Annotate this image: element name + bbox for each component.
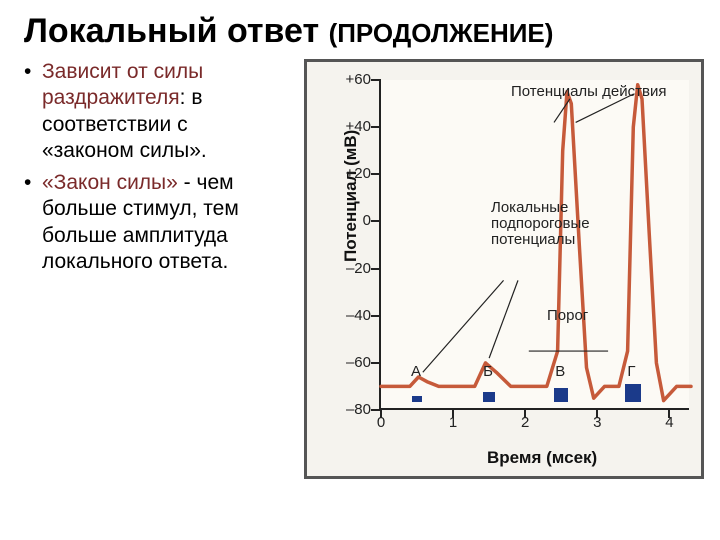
content-row: Зависит от силы раздражителя: в соответс… bbox=[0, 59, 720, 489]
x-tick-label: 2 bbox=[515, 414, 535, 431]
stimulus-bar bbox=[625, 384, 641, 402]
y-tick-label: –60 bbox=[335, 354, 371, 371]
y-axis-label: Потенциал (мВ) bbox=[341, 130, 361, 262]
chart-frame: Потенциал (мВ) Время (мсек) Потенциалы д… bbox=[304, 59, 704, 479]
stimulus-label: Б bbox=[483, 363, 493, 380]
y-tick-label: –80 bbox=[335, 401, 371, 418]
y-tick bbox=[371, 173, 381, 175]
stimulus-label: В bbox=[555, 363, 565, 380]
title-main: Локальный ответ bbox=[24, 12, 319, 50]
y-tick bbox=[371, 79, 381, 81]
annotation-subthreshold: Локальные подпороговые потенциалы bbox=[491, 200, 590, 247]
slide-title: Локальный ответ (ПРОДОЛЖЕНИЕ) bbox=[0, 0, 720, 59]
x-tick-label: 3 bbox=[587, 414, 607, 431]
x-tick-label: 0 bbox=[371, 414, 391, 431]
y-tick-label: +40 bbox=[335, 118, 371, 135]
y-tick bbox=[371, 126, 381, 128]
annotation-action-potentials: Потенциалы действия bbox=[511, 84, 666, 100]
stimulus-label: А bbox=[411, 363, 421, 380]
bullet-emph: «Закон силы» bbox=[42, 171, 178, 194]
y-tick bbox=[371, 268, 381, 270]
bullet-list: Зависит от силы раздражителя: в соответс… bbox=[24, 59, 274, 489]
chart: Потенциал (мВ) Время (мсек) Потенциалы д… bbox=[274, 59, 704, 489]
bullet-item: «Закон силы» - чем больше стимул, тем бо… bbox=[24, 170, 274, 275]
x-tick-label: 1 bbox=[443, 414, 463, 431]
x-tick-label: 4 bbox=[659, 414, 679, 431]
stimulus-bar bbox=[483, 392, 495, 402]
bullet-item: Зависит от силы раздражителя: в соответс… bbox=[24, 59, 274, 164]
y-tick bbox=[371, 315, 381, 317]
stimulus-bar bbox=[412, 396, 422, 402]
annotation-threshold: Порог bbox=[547, 308, 588, 324]
y-tick bbox=[371, 220, 381, 222]
y-tick-label: +20 bbox=[335, 165, 371, 182]
plot-area: Потенциалы действия Локальные подпорогов… bbox=[379, 80, 689, 410]
y-tick-label: –20 bbox=[335, 260, 371, 277]
y-tick-label: –40 bbox=[335, 307, 371, 324]
stimulus-label: Г bbox=[627, 363, 635, 380]
title-sub: (ПРОДОЛЖЕНИЕ) bbox=[329, 18, 554, 48]
y-tick-label: 0 bbox=[335, 212, 371, 229]
y-tick-label: +60 bbox=[335, 71, 371, 88]
stimulus-bar bbox=[554, 388, 568, 402]
x-axis-label: Время (мсек) bbox=[487, 448, 597, 468]
y-tick bbox=[371, 362, 381, 364]
